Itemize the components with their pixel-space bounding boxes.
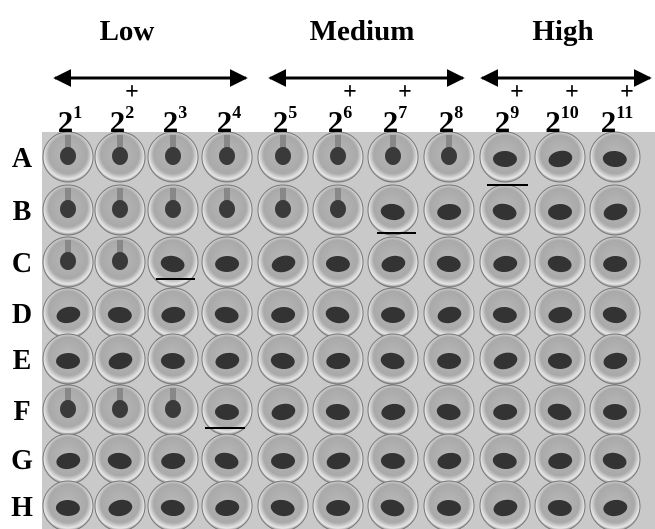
button xyxy=(165,147,181,165)
column-base: 2 xyxy=(217,104,233,139)
column-base: 2 xyxy=(545,104,561,139)
button xyxy=(112,400,128,418)
plus-mark: + xyxy=(343,79,357,105)
button xyxy=(330,147,346,165)
button xyxy=(60,252,76,270)
column-exponent: 10 xyxy=(561,102,579,122)
row-label: A xyxy=(12,143,33,174)
group-label: Medium xyxy=(310,15,415,47)
button xyxy=(60,200,76,218)
row-label: G xyxy=(11,445,33,476)
plus-mark: + xyxy=(620,79,634,105)
plus-mark: + xyxy=(565,79,579,105)
row-label: C xyxy=(12,248,32,279)
plus-mark: + xyxy=(398,79,412,105)
button xyxy=(219,147,235,165)
button xyxy=(112,252,128,270)
row-label: B xyxy=(13,196,32,227)
plus-mark: + xyxy=(125,79,139,105)
button xyxy=(385,147,401,165)
column-base: 2 xyxy=(58,104,74,139)
button xyxy=(165,400,181,418)
button xyxy=(165,200,181,218)
row-label: H xyxy=(11,492,33,523)
lattice xyxy=(603,404,627,420)
column-exponent: 11 xyxy=(616,102,633,122)
column-exponent: 7 xyxy=(398,102,407,122)
plus-mark: + xyxy=(510,79,524,105)
column-base: 2 xyxy=(273,104,289,139)
group-label: High xyxy=(532,15,593,47)
column-exponent: 4 xyxy=(232,102,241,122)
button xyxy=(219,200,235,218)
lattice xyxy=(381,307,405,323)
button xyxy=(330,200,346,218)
column-base: 2 xyxy=(601,104,617,139)
button xyxy=(275,200,291,218)
column-base: 2 xyxy=(383,104,399,139)
column-exponent: 8 xyxy=(454,102,463,122)
group-label: Low xyxy=(100,15,155,47)
button xyxy=(60,400,76,418)
column-exponent: 2 xyxy=(125,102,134,122)
row-label: D xyxy=(12,299,32,330)
row-label: F xyxy=(13,396,30,427)
column-base: 2 xyxy=(439,104,455,139)
button xyxy=(112,147,128,165)
column-exponent: 3 xyxy=(178,102,187,122)
column-base: 2 xyxy=(495,104,511,139)
column-base: 2 xyxy=(163,104,179,139)
button xyxy=(112,200,128,218)
plate-figure: LowMediumHigh2122+23242526+27+2829+210+2… xyxy=(0,0,655,529)
button xyxy=(441,147,457,165)
column-exponent: 5 xyxy=(288,102,297,122)
wells xyxy=(43,132,640,529)
row-label: E xyxy=(13,345,32,376)
button xyxy=(60,147,76,165)
column-exponent: 1 xyxy=(73,102,82,122)
column-base: 2 xyxy=(110,104,126,139)
column-exponent: 9 xyxy=(510,102,519,122)
column-exponent: 6 xyxy=(343,102,352,122)
button xyxy=(275,147,291,165)
column-base: 2 xyxy=(328,104,344,139)
